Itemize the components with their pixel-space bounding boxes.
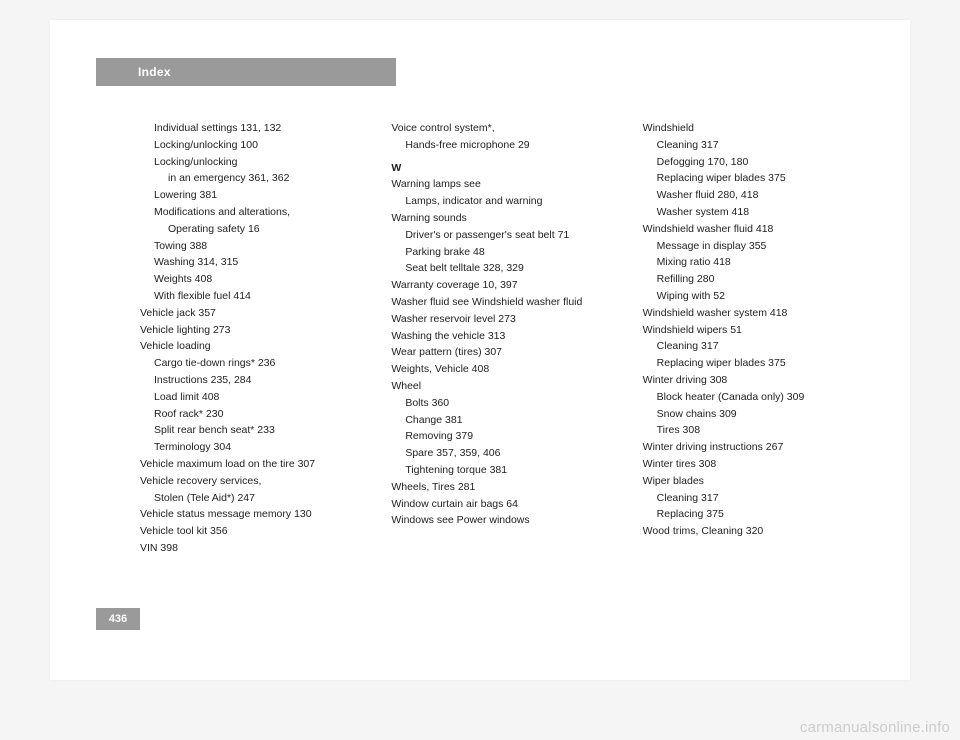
index-entry: Wheel xyxy=(391,378,618,395)
index-entry: Operating safety 16 xyxy=(140,221,367,238)
index-column-1: Individual settings 131, 132Locking/unlo… xyxy=(140,120,367,557)
index-entry: Bolts 360 xyxy=(391,395,618,412)
index-entry: Load limit 408 xyxy=(140,389,367,406)
index-entry: Tires 308 xyxy=(643,422,870,439)
index-entry: Wiping with 52 xyxy=(643,288,870,305)
index-entry: Snow chains 309 xyxy=(643,406,870,423)
index-entry: Seat belt telltale 328, 329 xyxy=(391,260,618,277)
index-entry: Washing the vehicle 313 xyxy=(391,328,618,345)
index-entry: Washing 314, 315 xyxy=(140,254,367,271)
index-entry: Hands-free microphone 29 xyxy=(391,137,618,154)
index-column-3: WindshieldCleaning 317Defogging 170, 180… xyxy=(643,120,870,557)
index-entry: Locking/unlocking xyxy=(140,154,367,171)
index-entry: Cargo tie-down rings* 236 xyxy=(140,355,367,372)
index-entry: Washer reservoir level 273 xyxy=(391,311,618,328)
index-entry: Driver's or passenger's seat belt 71 xyxy=(391,227,618,244)
index-entry: Winter tires 308 xyxy=(643,456,870,473)
index-entry: Wear pattern (tires) 307 xyxy=(391,344,618,361)
index-entry: Wheels, Tires 281 xyxy=(391,479,618,496)
index-entry: in an emergency 361, 362 xyxy=(140,170,367,187)
index-entry: Warning lamps see xyxy=(391,176,618,193)
index-entry: Locking/unlocking 100 xyxy=(140,137,367,154)
index-entry: Washer fluid 280, 418 xyxy=(643,187,870,204)
index-entry: Cleaning 317 xyxy=(643,338,870,355)
index-entry: Towing 388 xyxy=(140,238,367,255)
index-entry: Vehicle recovery services, xyxy=(140,473,367,490)
index-entry: Weights 408 xyxy=(140,271,367,288)
index-entry: Roof rack* 230 xyxy=(140,406,367,423)
index-entry: Windshield xyxy=(643,120,870,137)
index-entry: Voice control system*, xyxy=(391,120,618,137)
index-entry: Individual settings 131, 132 xyxy=(140,120,367,137)
index-entry: Windshield washer system 418 xyxy=(643,305,870,322)
index-entry: Spare 357, 359, 406 xyxy=(391,445,618,462)
page-number-value: 436 xyxy=(109,613,127,625)
index-column-2: Voice control system*,Hands-free microph… xyxy=(391,120,618,557)
index-entry: W xyxy=(391,160,618,177)
index-entry: Stolen (Tele Aid*) 247 xyxy=(140,490,367,507)
index-entry: Cleaning 317 xyxy=(643,490,870,507)
index-entry: Lamps, indicator and warning xyxy=(391,193,618,210)
index-entry: Message in display 355 xyxy=(643,238,870,255)
index-entry: Vehicle lighting 273 xyxy=(140,322,367,339)
index-entry: Tightening torque 381 xyxy=(391,462,618,479)
index-entry: Defogging 170, 180 xyxy=(643,154,870,171)
index-entry: Winter driving 308 xyxy=(643,372,870,389)
index-entry: Warning sounds xyxy=(391,210,618,227)
index-entry: Vehicle tool kit 356 xyxy=(140,523,367,540)
index-entry: Lowering 381 xyxy=(140,187,367,204)
index-entry: With flexible fuel 414 xyxy=(140,288,367,305)
index-entry: Block heater (Canada only) 309 xyxy=(643,389,870,406)
index-entry: Vehicle maximum load on the tire 307 xyxy=(140,456,367,473)
index-title: Index xyxy=(96,65,171,79)
index-entry: Warranty coverage 10, 397 xyxy=(391,277,618,294)
index-entry: Terminology 304 xyxy=(140,439,367,456)
index-header-bar: Index xyxy=(96,58,396,86)
index-entry: Window curtain air bags 64 xyxy=(391,496,618,513)
index-entry: Modifications and alterations, xyxy=(140,204,367,221)
index-entry: Washer fluid see Windshield washer fluid xyxy=(391,294,618,311)
index-entry: Windshield wipers 51 xyxy=(643,322,870,339)
index-entry: Vehicle loading xyxy=(140,338,367,355)
index-entry: Replacing wiper blades 375 xyxy=(643,355,870,372)
index-columns: Individual settings 131, 132Locking/unlo… xyxy=(140,120,870,557)
index-entry: Instructions 235, 284 xyxy=(140,372,367,389)
index-entry: Windows see Power windows xyxy=(391,512,618,529)
page-number: 436 xyxy=(96,608,140,630)
index-entry: Refilling 280 xyxy=(643,271,870,288)
index-entry: Wiper blades xyxy=(643,473,870,490)
index-entry: VIN 398 xyxy=(140,540,367,557)
index-entry: Washer system 418 xyxy=(643,204,870,221)
index-entry: Mixing ratio 418 xyxy=(643,254,870,271)
index-entry: Vehicle status message memory 130 xyxy=(140,506,367,523)
index-entry: Wood trims, Cleaning 320 xyxy=(643,523,870,540)
index-entry: Replacing wiper blades 375 xyxy=(643,170,870,187)
index-entry: Parking brake 48 xyxy=(391,244,618,261)
index-entry: Weights, Vehicle 408 xyxy=(391,361,618,378)
index-entry: Removing 379 xyxy=(391,428,618,445)
index-entry: Replacing 375 xyxy=(643,506,870,523)
manual-page: Index Individual settings 131, 132Lockin… xyxy=(50,20,910,680)
index-entry: Split rear bench seat* 233 xyxy=(140,422,367,439)
index-entry: Winter driving instructions 267 xyxy=(643,439,870,456)
index-entry: Cleaning 317 xyxy=(643,137,870,154)
index-entry: Vehicle jack 357 xyxy=(140,305,367,322)
index-entry: Change 381 xyxy=(391,412,618,429)
watermark: carmanualsonline.info xyxy=(800,719,950,736)
index-entry: Windshield washer fluid 418 xyxy=(643,221,870,238)
